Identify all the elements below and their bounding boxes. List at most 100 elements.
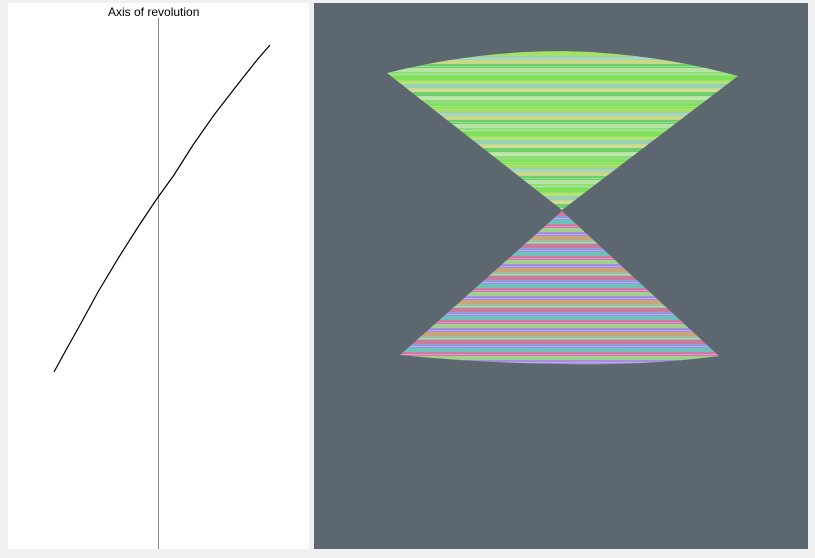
profile-curve[interactable] [53, 44, 271, 373]
surface-band [387, 60, 738, 65]
surface-band [387, 152, 738, 157]
surface-band [400, 296, 719, 301]
surface-band [400, 232, 719, 237]
surface-band [400, 272, 719, 277]
surface-band [387, 80, 738, 85]
surface-highlight [400, 234, 719, 235]
surface-highlight [400, 290, 719, 291]
surface-band [400, 288, 719, 293]
surface-highlight [400, 314, 719, 315]
profile-canvas[interactable] [8, 3, 309, 549]
surface-band [400, 264, 719, 269]
surface-highlight [387, 170, 738, 171]
lower-cone [314, 210, 808, 365]
profile-editor-panel[interactable]: Axis of revolution [8, 3, 309, 549]
surface-band [387, 172, 738, 177]
surface-highlight [387, 90, 738, 91]
surface-band [400, 324, 719, 329]
surface-band [400, 212, 719, 217]
surface-band [400, 284, 719, 289]
surface-highlight [387, 146, 738, 147]
surface-band [387, 72, 738, 77]
surface-band [400, 256, 719, 261]
surface-highlight [387, 186, 738, 187]
surface-highlight [314, 50, 808, 51]
surface-highlight [400, 298, 719, 299]
surface-band [387, 176, 738, 181]
surface-band [400, 364, 719, 365]
surface-band [400, 316, 719, 321]
surface-band [387, 68, 738, 73]
3d-viewport[interactable] [314, 3, 808, 549]
surface-highlight [400, 354, 719, 355]
surface-band [387, 112, 738, 117]
surface-band [387, 51, 738, 53]
surface-highlight [400, 266, 719, 267]
surface-band [400, 280, 719, 285]
surface-band [387, 132, 738, 137]
surface-highlight [314, 210, 808, 211]
surface-band [400, 216, 719, 221]
surface-band [387, 116, 738, 121]
surface-highlight [387, 162, 738, 163]
surface-band [400, 352, 719, 357]
surface-highlight [387, 98, 738, 99]
surface-band [387, 104, 738, 109]
surface-band [387, 88, 738, 93]
surface-band [387, 52, 738, 57]
surface-highlight [387, 82, 738, 83]
surface-highlight [387, 202, 738, 203]
surface-band [400, 244, 719, 249]
surface-band [400, 248, 719, 253]
surface-highlight [400, 218, 719, 219]
surface-highlight [400, 322, 719, 323]
surface-band [400, 292, 719, 297]
surface-band [400, 308, 719, 313]
surface-highlight [400, 306, 719, 307]
surface-highlight [387, 114, 738, 115]
surface-band [387, 128, 738, 133]
surface-band [387, 76, 738, 81]
revolved-surface[interactable] [314, 3, 808, 549]
surface-band [400, 312, 719, 317]
surface-band [400, 260, 719, 265]
surface-band [387, 156, 738, 161]
surface-band [387, 184, 738, 189]
surface-highlight [400, 226, 719, 227]
surface-band [387, 144, 738, 149]
surface-highlight [387, 154, 738, 155]
axis-of-revolution-line [158, 18, 159, 549]
surface-highlight [400, 258, 719, 259]
surface-band [400, 340, 719, 345]
surface-band [400, 240, 719, 245]
surface-band [400, 336, 719, 341]
surface-band [400, 328, 719, 333]
surface-highlight [400, 362, 719, 363]
surface-band [400, 236, 719, 241]
upper-cone [314, 50, 808, 211]
surface-band [400, 300, 719, 305]
surface-band [387, 196, 738, 201]
surface-band [387, 208, 738, 210]
surface-highlight [387, 138, 738, 139]
surface-highlight [314, 210, 808, 211]
surface-band [387, 92, 738, 97]
surface-band [400, 268, 719, 273]
surface-band [400, 344, 719, 349]
surface-band [387, 124, 738, 129]
axis-of-revolution-label: Axis of revolution [108, 5, 200, 19]
surface-band [400, 320, 719, 325]
surface-highlight [387, 74, 738, 75]
surface-band [400, 224, 719, 229]
surface-band [387, 56, 738, 61]
surface-band [400, 220, 719, 225]
surface-band [400, 304, 719, 309]
surface-highlight [387, 58, 738, 59]
surface-band [387, 188, 738, 193]
surface-band [387, 140, 738, 145]
surface-band [387, 84, 738, 89]
surface-band [387, 204, 738, 209]
surface-band [387, 200, 738, 205]
surface-highlight [400, 242, 719, 243]
surface-highlight [400, 282, 719, 283]
